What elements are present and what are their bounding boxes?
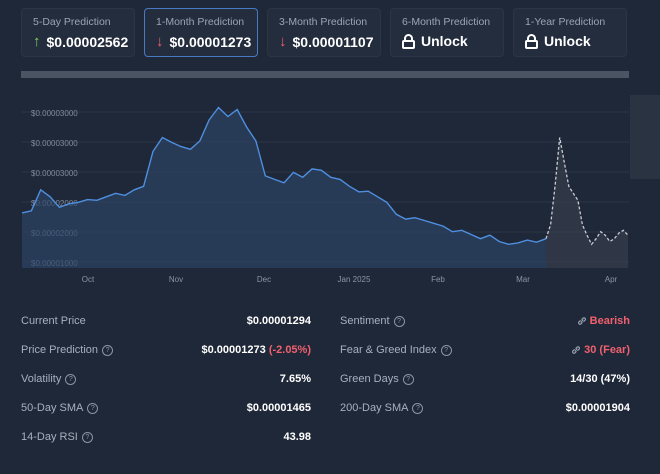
question-circle-icon[interactable]: ? xyxy=(65,373,77,385)
question-circle-icon[interactable]: ? xyxy=(440,344,452,356)
stat-value: 14/30 (47%) xyxy=(570,373,630,385)
stat-value: Bearish xyxy=(589,315,630,327)
y-tick-label: $0.00003000 xyxy=(31,169,78,178)
stat-label: 14-Day RSI xyxy=(21,431,78,443)
card-5-day[interactable]: 5-Day Prediction ↑ $0.00002562 xyxy=(21,8,135,57)
horizontal-scrollbar[interactable] xyxy=(21,71,629,78)
card-1-month[interactable]: 1-Month Prediction ↓ $0.00001273 xyxy=(144,8,258,57)
question-circle-icon[interactable]: ? xyxy=(402,373,414,385)
question-circle-icon[interactable]: ? xyxy=(393,315,405,327)
arrow-down-icon: ↓ xyxy=(156,33,164,50)
link-icon xyxy=(572,346,581,354)
card-label: 6-Month Prediction xyxy=(402,16,491,28)
stat-label: 50-Day SMA xyxy=(21,402,84,414)
x-tick-label: Dec xyxy=(257,275,271,284)
padlock-icon xyxy=(525,33,538,49)
x-tick-label: Feb xyxy=(431,275,445,284)
stat-value: $0.00001273 xyxy=(201,344,266,356)
prediction-line xyxy=(545,137,629,246)
x-tick-label: Jan 2025 xyxy=(338,275,371,284)
question-circle-icon[interactable]: ? xyxy=(412,402,424,414)
stat-value: $0.00001294 xyxy=(246,315,311,327)
card-label: 3-Month Prediction xyxy=(279,16,368,28)
scrollbar-thumb[interactable] xyxy=(21,71,629,78)
stat-value: $0.00001465 xyxy=(246,402,311,414)
stat-label: Sentiment xyxy=(340,315,390,327)
card-3-month[interactable]: 3-Month Prediction ↓ $0.00001107 xyxy=(267,8,381,57)
history-line xyxy=(21,106,547,246)
question-circle-icon[interactable]: ? xyxy=(81,431,93,443)
stat-label: 200-Day SMA xyxy=(340,402,409,414)
arrow-up-icon: ↑ xyxy=(33,33,41,50)
link-icon xyxy=(577,317,586,325)
card-value: $0.00001107 xyxy=(292,33,374,50)
price-chart-svg: $0.00003000$0.00003000$0.00003000$0.0000… xyxy=(21,106,629,284)
stat-sentiment: Sentiment? Bearish xyxy=(340,311,630,331)
stat-label: Fear & Greed Index xyxy=(340,344,437,356)
card-6-month[interactable]: 6-Month Prediction Unlock xyxy=(390,8,504,57)
stat-sma200: 200-Day SMA? $0.00001904 xyxy=(340,398,630,418)
history-area xyxy=(22,107,546,268)
x-tick-label: Mar xyxy=(516,275,530,284)
y-tick-label: $0.00003000 xyxy=(31,109,78,118)
stat-current-price: Current Price $0.00001294 xyxy=(21,311,311,331)
prediction-cards: 5-Day Prediction ↑ $0.00002562 1-Month Pr… xyxy=(21,8,627,59)
price-chart: $0.00003000$0.00003000$0.00003000$0.0000… xyxy=(0,92,660,292)
stat-label: Current Price xyxy=(21,315,86,327)
stat-sma50: 50-Day SMA? $0.00001465 xyxy=(21,398,311,418)
card-label: 5-Day Prediction xyxy=(33,16,111,28)
card-label: 1-Year Prediction xyxy=(525,16,606,28)
y-tick-label: $0.00003000 xyxy=(31,139,78,148)
stat-label: Volatility xyxy=(21,373,62,385)
card-label: 1-Month Prediction xyxy=(156,16,245,28)
stat-value: 7.65% xyxy=(279,373,311,385)
stat-price-prediction: Price Prediction? $0.00001273 (-2.05%) xyxy=(21,340,311,360)
x-tick-label: Oct xyxy=(82,275,95,284)
stat-volatility: Volatility? 7.65% xyxy=(21,369,311,389)
card-value: Unlock xyxy=(421,33,468,49)
prediction-area xyxy=(546,137,628,268)
question-circle-icon[interactable]: ? xyxy=(102,344,114,356)
question-circle-icon[interactable]: ? xyxy=(87,402,99,414)
stat-change: (-2.05%) xyxy=(268,344,311,356)
card-value: Unlock xyxy=(544,33,591,49)
stat-rsi14: 14-Day RSI? 43.98 xyxy=(21,427,311,447)
padlock-icon xyxy=(402,33,415,49)
stat-value: 43.98 xyxy=(283,431,311,443)
card-1-year[interactable]: 1-Year Prediction Unlock xyxy=(513,8,627,57)
card-value: $0.00001273 xyxy=(169,33,252,50)
stat-fear-greed: Fear & Greed Index? 30 (Fear) xyxy=(340,340,630,360)
stat-green-days: Green Days? 14/30 (47%) xyxy=(340,369,630,389)
stat-label: Price Prediction xyxy=(21,344,99,356)
arrow-down-icon: ↓ xyxy=(279,33,287,50)
x-tick-label: Apr xyxy=(605,275,618,284)
stat-value: $0.00001904 xyxy=(565,402,630,414)
stat-label: Green Days xyxy=(340,373,399,385)
x-tick-label: Nov xyxy=(169,275,183,284)
card-value: $0.00002562 xyxy=(46,33,129,50)
chart-side-panel xyxy=(630,95,660,179)
stat-value: 30 (Fear) xyxy=(584,344,630,356)
